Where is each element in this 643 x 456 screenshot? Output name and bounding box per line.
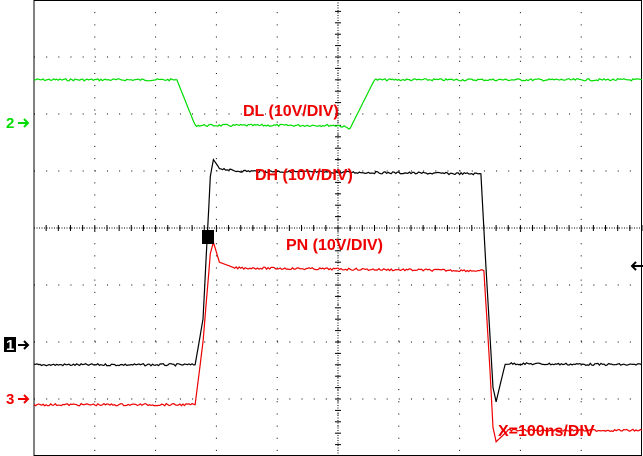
ch2-reference-marker: 2: [6, 115, 30, 132]
graticule: [33, 0, 643, 456]
ch1-arrow-icon: [18, 340, 30, 350]
timebase-label: X=100ns/DIV: [498, 423, 595, 440]
ch1-reference-marker: 1: [4, 337, 30, 354]
trigger-level-arrow-icon: [630, 261, 643, 271]
ch1-marker-box: [4, 337, 16, 352]
dh-trace-label: DH (10V/DIV): [255, 167, 353, 184]
series-line-pn: [33, 240, 643, 444]
ch3-reference-marker: 3: [6, 391, 30, 408]
ch2-marker-label: 2: [6, 115, 14, 132]
waveform-traces: [33, 77, 643, 444]
series-line-dh: [33, 158, 643, 403]
ch3-marker-label: 3: [6, 391, 14, 408]
series-line-dl: [33, 77, 643, 130]
pn-trace-label: PN (10V/DIV): [286, 237, 383, 254]
ch1-marker-label: 1: [6, 337, 14, 354]
ch2-arrow-icon: [18, 118, 30, 128]
trigger-marker: [202, 230, 214, 244]
ch3-arrow-icon: [18, 394, 30, 404]
dl-trace-label: DL (10V/DIV): [243, 103, 339, 120]
